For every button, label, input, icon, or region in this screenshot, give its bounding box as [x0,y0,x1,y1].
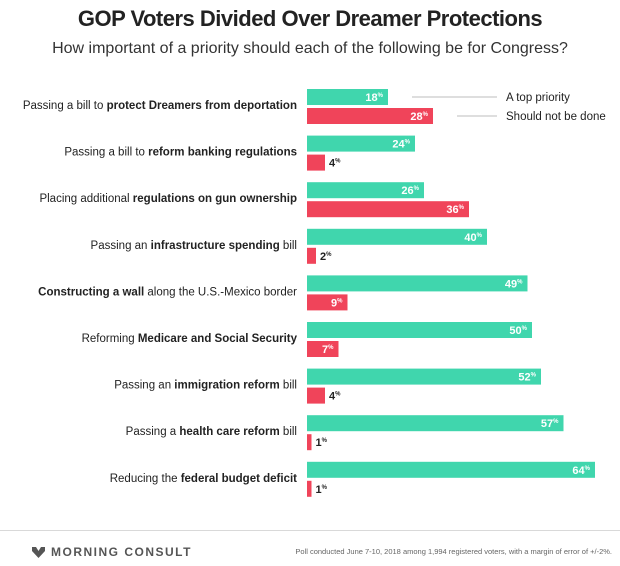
category-label: Constructing a wall along the U.S.-Mexic… [38,286,297,298]
value-label: 52% [518,372,536,384]
brand-name: MORNING CONSULT [51,545,192,559]
legend-top-priority: A top priority [506,92,570,104]
morning-consult-logo-icon [32,546,45,558]
bar-top-priority [307,415,564,432]
brand-logo-text: MORNING CONSULT [32,545,192,559]
bar-should-not-be-done [307,480,312,497]
value-label: 36% [446,204,464,216]
bar-should-not-be-done [307,201,469,218]
bar-top-priority [307,89,388,105]
bar-should-not-be-done [307,247,316,264]
value-label: 57% [541,418,559,430]
category-label: Passing an infrastructure spending bill [91,240,297,252]
category-label: Passing an immigration reform bill [114,380,297,392]
bar-should-not-be-done [307,387,325,404]
value-label: 64% [572,465,590,477]
value-label: 18% [365,92,383,104]
category-label: Reducing the federal budget deficit [110,473,297,485]
category-label: Reforming Medicare and Social Security [82,333,298,345]
value-label: 1% [316,484,328,496]
chart-title: GOP Voters Divided Over Dreamer Protecti… [77,6,543,31]
value-label: 4% [329,391,341,403]
category-label: Placing additional regulations on gun ow… [39,193,297,205]
value-label: 4% [329,158,341,170]
poll-footnote: Poll conducted June 7-10, 2018 among 1,9… [295,547,612,556]
bar-top-priority [307,368,541,385]
value-label: 49% [505,278,523,290]
bar-should-not-be-done [307,341,339,357]
bar-should-not-be-done [307,294,348,311]
value-label: 1% [316,437,328,449]
bar-top-priority [307,182,424,199]
bar-top-priority [307,322,532,338]
chart-subtitle: How important of a priority should each … [52,40,568,57]
value-label: 7% [322,344,334,356]
value-label: 50% [509,325,527,337]
legend-should-not-be-done: Should not be done [506,111,606,123]
category-label: Passing a bill to reform banking regulat… [64,147,297,159]
value-label: 9% [331,297,343,309]
bar-should-not-be-done [307,154,325,171]
bar-top-priority [307,228,487,245]
value-label: 24% [392,139,410,151]
category-label: Passing a bill to protect Dreamers from … [23,100,297,112]
footer-divider [0,530,620,531]
bar-chart: Passing a bill to protect Dreamers from … [23,89,606,497]
bar-top-priority [307,135,415,152]
value-label: 2% [320,251,332,263]
category-label: Passing a health care reform bill [126,426,297,438]
value-label: 26% [401,185,419,197]
bar-top-priority [307,275,528,292]
value-label: 40% [464,232,482,244]
bar-should-not-be-done [307,434,312,451]
bar-top-priority [307,461,595,478]
bar-should-not-be-done [307,108,433,124]
value-label: 28% [410,111,428,123]
